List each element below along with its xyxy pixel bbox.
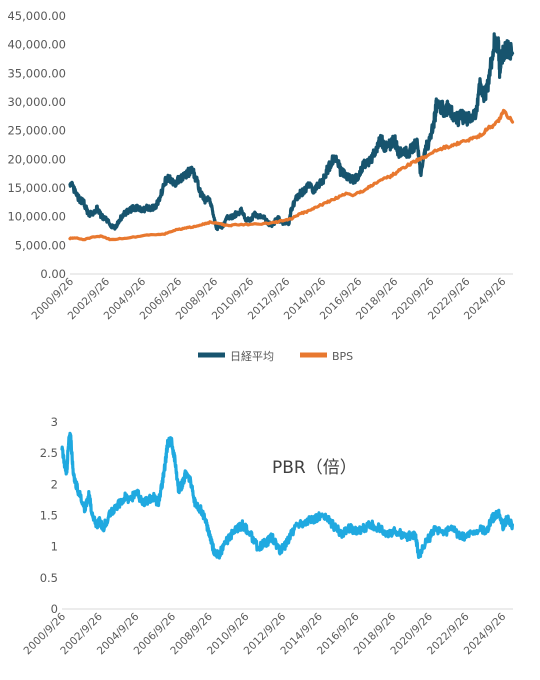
- y-tick-label: 3: [51, 415, 58, 429]
- chart-nikkei-bps: 0.00 5,000.00 10,000.00 15,000.00 20,000.00 2…: [7, 9, 515, 322]
- y-tick-label: 40,000.00: [7, 38, 66, 52]
- y-tick-label: 0.00: [40, 267, 66, 281]
- y-tick-label: 30,000.00: [7, 95, 66, 109]
- y-tick-label: 2: [51, 477, 58, 491]
- pbr-annotation: PBR（倍）: [272, 458, 357, 478]
- y-tick-label: 45,000.00: [7, 9, 66, 23]
- y-tick-label: 1.5: [40, 509, 58, 523]
- series-line-pbr: [60, 431, 514, 560]
- y-tick-label: 1: [51, 540, 58, 554]
- y-tick-label: 0: [51, 602, 58, 616]
- y-tick-label: 5,000.00: [15, 238, 66, 252]
- legend-label-bps: BPS: [332, 350, 353, 363]
- y-tick-label: 25,000.00: [7, 124, 66, 138]
- y-tick-label: 35,000.00: [7, 66, 66, 80]
- y-tick-label: 10,000.00: [7, 210, 66, 224]
- y-tick-label: 2.5: [40, 446, 58, 460]
- y-tick-label: 15,000.00: [7, 181, 66, 195]
- legend: 日経平均 BPS: [198, 350, 353, 363]
- series-line-bps: [68, 108, 515, 242]
- series-line-nikkei: [68, 32, 515, 232]
- chart-pbr: 00.511.522.532000/9/262002/9/262004/9/26…: [22, 415, 514, 657]
- legend-label-nikkei: 日経平均: [230, 350, 274, 363]
- y-tick-label: 20,000.00: [7, 152, 66, 166]
- y-tick-label: 0.5: [40, 571, 58, 585]
